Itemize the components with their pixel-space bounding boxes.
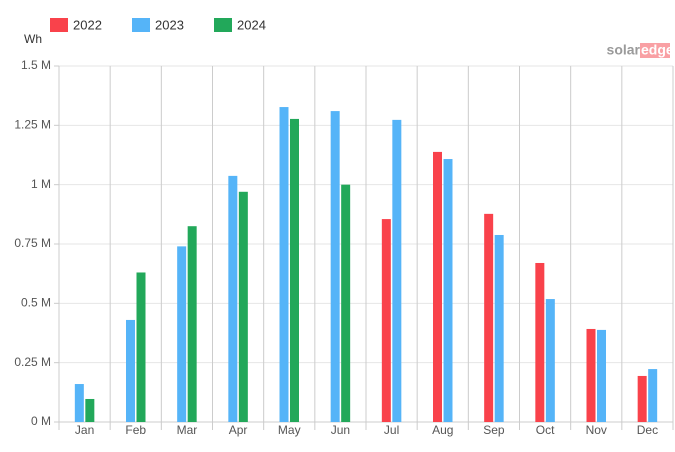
legend-swatch [132, 18, 150, 32]
y-tick-label: 0.25 M [14, 355, 51, 369]
x-tick-label: Aug [432, 423, 453, 437]
bar [433, 151, 442, 422]
legend-label: 2024 [237, 17, 266, 32]
bar [187, 226, 197, 422]
bar [228, 175, 238, 422]
x-tick-label: Jan [75, 423, 94, 437]
logo: solar edge [607, 42, 674, 58]
bar [545, 299, 555, 422]
bar [443, 159, 453, 422]
bar [177, 246, 187, 422]
logo-text: solar [607, 42, 641, 58]
bar [85, 398, 95, 422]
legend-swatch [214, 18, 232, 32]
bar [637, 375, 647, 422]
x-tick-label: Feb [125, 423, 146, 437]
x-tick-label: Jun [331, 423, 350, 437]
y-tick-label: 0.5 M [21, 296, 51, 310]
bar [290, 118, 299, 423]
y-tick-label: 1 M [31, 177, 51, 191]
x-tick-label: Sep [483, 423, 505, 437]
y-tick-label: 1.5 M [21, 58, 51, 72]
bar [381, 219, 391, 422]
y-axis-title: Wh [24, 32, 42, 46]
bar [392, 119, 402, 422]
logo-box [640, 43, 670, 58]
bar [126, 319, 135, 422]
y-tick-label: 0 M [31, 414, 51, 428]
bar [341, 184, 351, 422]
legend-label: 2023 [155, 17, 184, 32]
bar [648, 369, 658, 422]
x-tick-label: Jul [384, 423, 399, 437]
x-tick-label: Apr [229, 423, 248, 437]
logo-text: edge [641, 42, 674, 58]
bar [238, 191, 248, 422]
bar [586, 328, 596, 422]
legend-swatch [50, 18, 68, 32]
x-tick-label: Dec [637, 423, 658, 437]
bar [597, 329, 606, 422]
bar [279, 107, 289, 423]
x-tick-label: May [278, 423, 301, 437]
x-tick-label: Nov [586, 423, 607, 437]
legend-label: 2022 [73, 17, 102, 32]
bar [484, 213, 494, 422]
y-tick-label: 1.25 M [14, 118, 51, 132]
y-tick-label: 0.75 M [14, 236, 51, 250]
bar [330, 111, 340, 423]
bar [136, 272, 146, 422]
bar [535, 262, 545, 422]
bar [74, 384, 84, 422]
x-tick-label: Mar [177, 423, 198, 437]
bar [494, 234, 504, 422]
x-tick-label: Oct [536, 423, 555, 437]
